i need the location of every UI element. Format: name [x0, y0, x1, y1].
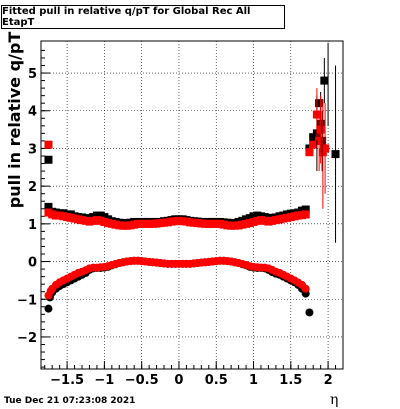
- y-tick-label: 3: [28, 142, 37, 157]
- data-point-circle: [301, 284, 310, 293]
- plot-frame: [40, 40, 344, 370]
- y-tick-label: 4: [28, 105, 37, 120]
- grid-layer: [41, 41, 343, 369]
- x-tick-label: 2: [324, 373, 333, 388]
- x-tick-label: 1.5: [279, 373, 302, 388]
- data-point-square: [301, 210, 310, 219]
- x-axis-label: η: [330, 392, 339, 408]
- data-point-square: [44, 202, 53, 211]
- data-point-circle: [44, 304, 53, 313]
- axes-layer: −1.5 −1 −0.5 0 0.5 1 1.5 2 −2 −1 0 1 2 3 4 5: [17, 40, 344, 388]
- data-point-square: [44, 155, 53, 164]
- x-tick-label: 0: [174, 373, 183, 388]
- data-point-square: [44, 140, 53, 149]
- y-tick-label: −1: [17, 293, 37, 308]
- y-tick-label: 0: [28, 256, 37, 271]
- x-tick-label: 1: [249, 373, 258, 388]
- data-point-square: [315, 99, 324, 108]
- data-point-square: [305, 148, 314, 157]
- x-tick-label: −1.5: [50, 373, 84, 388]
- x-tick-label: 0.5: [205, 373, 228, 388]
- data-point-square: [309, 140, 318, 149]
- y-tick-label: 2: [28, 180, 37, 195]
- x-tick-label: −0.5: [125, 373, 159, 388]
- y-tick-label: −2: [17, 331, 37, 346]
- marks-layer: [44, 42, 340, 317]
- data-point-circle: [305, 308, 314, 317]
- x-tick-label: −1: [94, 373, 114, 388]
- timestamp: Tue Dec 21 07:23:08 2021: [4, 396, 136, 406]
- y-tick-label: 1: [28, 218, 37, 233]
- chart-title: Fitted pull in relative q/pT for Global …: [1, 5, 285, 29]
- y-tick-label: 5: [28, 67, 37, 82]
- data-point-square: [301, 205, 310, 214]
- y-axis-label: pull in relative q/pT: [5, 32, 24, 209]
